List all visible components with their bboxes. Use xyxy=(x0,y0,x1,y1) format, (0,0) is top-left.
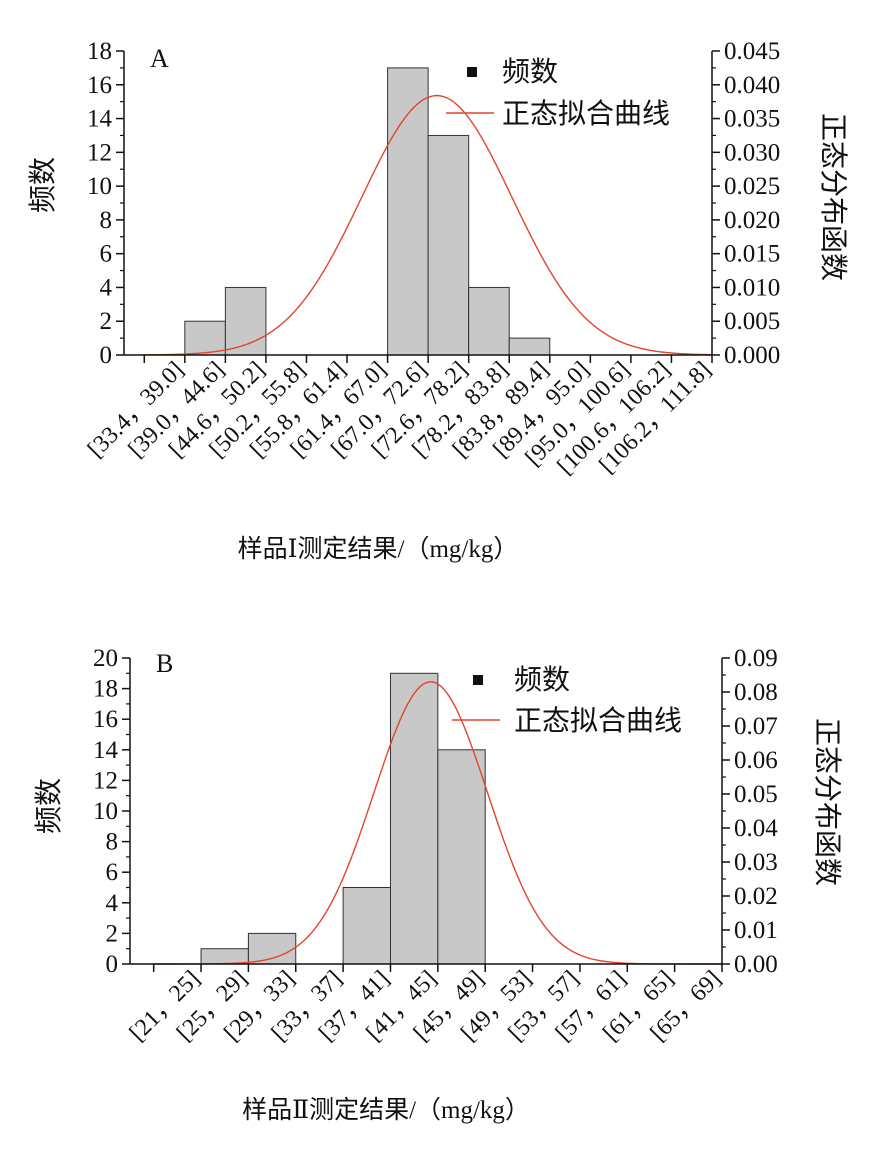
left-y-tick-label: 4 xyxy=(100,274,113,301)
left-y-tick-label: 10 xyxy=(87,173,112,200)
legend-label-frequency: 频数 xyxy=(502,56,558,88)
right-y-axis-title: 正态分布函数 xyxy=(817,113,849,281)
right-y-tick-label: 0.07 xyxy=(734,713,778,740)
left-y-tick-label: 2 xyxy=(106,920,119,947)
left-y-tick-label: 10 xyxy=(93,798,118,825)
histogram-bar xyxy=(508,337,551,356)
right-y-tick-label: 0.000 xyxy=(724,342,780,369)
right-y-tick-label: 0.03 xyxy=(734,849,778,876)
legend-label-normal-fit: 正态拟合曲线 xyxy=(514,705,682,737)
left-y-tick-label: 18 xyxy=(93,676,118,703)
left-y-tick-label: 8 xyxy=(100,207,113,234)
panel-label: A xyxy=(150,44,169,73)
right-y-tick-label: 0.05 xyxy=(734,781,778,808)
left-y-tick-label: 16 xyxy=(93,706,118,733)
histogram-bar xyxy=(427,134,470,356)
legend-marker-frequency xyxy=(467,67,477,77)
histogram-bar xyxy=(200,948,249,965)
left-y-tick-label: 0 xyxy=(100,342,113,369)
right-y-tick-label: 0.04 xyxy=(734,815,778,842)
right-y-tick-label: 0.040 xyxy=(724,72,780,99)
right-y-tick-label: 0.09 xyxy=(734,645,778,672)
left-y-tick-label: 6 xyxy=(106,859,119,886)
x-axis-title: 样品Ⅰ测定结果/（mg/kg） xyxy=(238,535,519,563)
x-axis-title: 样品Ⅱ测定结果/（mg/kg） xyxy=(242,1096,530,1124)
y-axis-title: 频数 xyxy=(27,157,59,213)
left-y-tick-label: 16 xyxy=(87,72,112,99)
right-y-tick-label: 0.06 xyxy=(734,747,778,774)
left-y-tick-label: 18 xyxy=(87,38,112,65)
legend-marker-frequency xyxy=(473,675,483,685)
left-y-tick-label: 8 xyxy=(106,829,119,856)
left-y-tick-label: 12 xyxy=(93,767,118,794)
left-y-tick-label: 0 xyxy=(106,951,119,978)
histogram-panel-a: 0 2 4 6 8 10 12 14 16 18 0.000 0.005 0.010 0.015 0.020… xyxy=(27,38,849,563)
left-y-tick-label: 14 xyxy=(93,737,119,764)
histogram-bar xyxy=(224,286,267,356)
right-y-tick-label: 0.020 xyxy=(724,207,780,234)
histogram-bar xyxy=(342,887,391,965)
y-axis-title: 频数 xyxy=(33,778,65,834)
right-y-tick-label: 0.08 xyxy=(734,679,778,706)
left-y-tick-label: 12 xyxy=(87,139,112,166)
right-y-tick-label: 0.015 xyxy=(724,241,780,268)
histogram-bar xyxy=(468,286,510,356)
right-y-axis-title: 正态分布函数 xyxy=(811,718,843,886)
right-y-tick-label: 0.02 xyxy=(734,883,778,910)
right-y-tick-label: 0.010 xyxy=(724,274,780,301)
histogram-bar xyxy=(184,320,226,356)
left-y-tick-label: 2 xyxy=(100,308,113,335)
left-y-tick-label: 20 xyxy=(93,645,118,672)
histogram-bar xyxy=(389,672,439,965)
right-y-tick-label: 0.00 xyxy=(734,951,778,978)
normal-fit-curve xyxy=(144,94,713,356)
histogram-bar xyxy=(387,67,429,356)
left-y-tick-label: 14 xyxy=(87,106,113,133)
left-y-tick-label: 4 xyxy=(106,890,119,917)
right-y-tick-label: 0.005 xyxy=(724,308,780,335)
legend-label-normal-fit: 正态拟合曲线 xyxy=(502,98,670,130)
right-y-tick-label: 0.035 xyxy=(724,106,780,133)
left-y-tick-label: 6 xyxy=(100,241,113,268)
right-y-tick-label: 0.025 xyxy=(724,173,780,200)
right-y-tick-label: 0.01 xyxy=(734,917,778,944)
legend-label-frequency: 频数 xyxy=(514,664,570,696)
histogram-panel-b: 0 2 4 6 8 10 12 14 16 18 20 0.00 0.01 0.02 0.03 0.04 0.0… xyxy=(33,645,843,1124)
histogram-bar xyxy=(437,749,486,965)
histogram-bar xyxy=(247,932,297,965)
panel-label: B xyxy=(156,649,173,678)
right-y-tick-label: 0.045 xyxy=(724,38,780,65)
right-y-tick-label: 0.030 xyxy=(724,139,780,166)
